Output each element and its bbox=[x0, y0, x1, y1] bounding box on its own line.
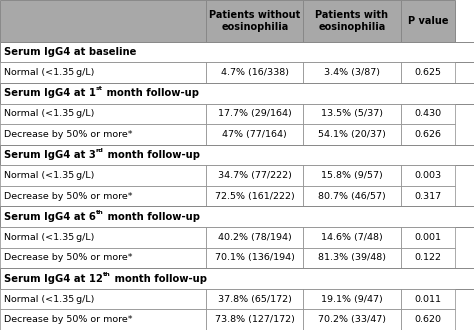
Text: th: th bbox=[103, 272, 110, 277]
Text: 47% (77/164): 47% (77/164) bbox=[222, 130, 287, 139]
Bar bbox=[206, 0, 303, 42]
Bar bbox=[0, 124, 206, 145]
Text: Serum IgG4 at 12: Serum IgG4 at 12 bbox=[4, 274, 103, 283]
Bar bbox=[303, 186, 401, 207]
Bar bbox=[0, 83, 474, 104]
Bar bbox=[401, 104, 455, 124]
Bar bbox=[303, 165, 401, 186]
Text: 4.7% (16/338): 4.7% (16/338) bbox=[221, 68, 289, 77]
Text: st: st bbox=[96, 86, 103, 91]
Text: Normal (<1.35 g/L): Normal (<1.35 g/L) bbox=[4, 295, 94, 304]
Text: Normal (<1.35 g/L): Normal (<1.35 g/L) bbox=[4, 109, 94, 118]
Text: month follow-up: month follow-up bbox=[103, 88, 199, 98]
Bar bbox=[206, 124, 303, 145]
Bar bbox=[401, 248, 455, 268]
Bar bbox=[206, 186, 303, 207]
Bar bbox=[303, 0, 401, 42]
Text: Normal (<1.35 g/L): Normal (<1.35 g/L) bbox=[4, 233, 94, 242]
Bar bbox=[401, 289, 455, 310]
Text: Normal (<1.35 g/L): Normal (<1.35 g/L) bbox=[4, 171, 94, 180]
Bar bbox=[401, 0, 455, 42]
Bar bbox=[401, 310, 455, 330]
Bar bbox=[0, 165, 206, 186]
Bar bbox=[303, 310, 401, 330]
Text: 0.003: 0.003 bbox=[414, 171, 441, 180]
Text: Decrease by 50% or more*: Decrease by 50% or more* bbox=[4, 130, 133, 139]
Text: Serum IgG4 at 3: Serum IgG4 at 3 bbox=[4, 150, 96, 160]
Text: 3.4% (3/87): 3.4% (3/87) bbox=[324, 68, 380, 77]
Bar bbox=[206, 62, 303, 83]
Bar bbox=[303, 248, 401, 268]
Text: 0.625: 0.625 bbox=[414, 68, 441, 77]
Text: 0.122: 0.122 bbox=[414, 253, 441, 262]
Text: Patients without
eosinophilia: Patients without eosinophilia bbox=[209, 10, 301, 32]
Text: Serum IgG4 at 6: Serum IgG4 at 6 bbox=[4, 212, 96, 222]
Text: 70.2% (33/47): 70.2% (33/47) bbox=[318, 315, 386, 324]
Bar bbox=[401, 186, 455, 207]
Bar bbox=[0, 268, 474, 289]
Bar bbox=[0, 227, 206, 248]
Text: 34.7% (77/222): 34.7% (77/222) bbox=[218, 171, 292, 180]
Text: th: th bbox=[96, 210, 104, 215]
Text: 37.8% (65/172): 37.8% (65/172) bbox=[218, 295, 292, 304]
Bar bbox=[206, 227, 303, 248]
Bar bbox=[0, 145, 474, 165]
Text: month follow-up: month follow-up bbox=[110, 274, 207, 283]
Bar bbox=[206, 248, 303, 268]
Text: Decrease by 50% or more*: Decrease by 50% or more* bbox=[4, 253, 133, 262]
Text: P value: P value bbox=[408, 16, 448, 26]
Text: 15.8% (9/57): 15.8% (9/57) bbox=[321, 171, 383, 180]
Bar bbox=[0, 62, 206, 83]
Text: 0.626: 0.626 bbox=[414, 130, 441, 139]
Bar bbox=[303, 227, 401, 248]
Text: Normal (<1.35 g/L): Normal (<1.35 g/L) bbox=[4, 68, 94, 77]
Bar bbox=[401, 227, 455, 248]
Bar bbox=[303, 104, 401, 124]
Bar bbox=[0, 248, 206, 268]
Bar bbox=[0, 0, 206, 42]
Text: 19.1% (9/47): 19.1% (9/47) bbox=[321, 295, 383, 304]
Bar bbox=[0, 289, 206, 310]
Bar bbox=[0, 42, 474, 62]
Bar bbox=[206, 310, 303, 330]
Text: month follow-up: month follow-up bbox=[104, 212, 200, 222]
Bar bbox=[206, 104, 303, 124]
Bar bbox=[401, 124, 455, 145]
Bar bbox=[0, 207, 474, 227]
Text: Decrease by 50% or more*: Decrease by 50% or more* bbox=[4, 315, 133, 324]
Text: 70.1% (136/194): 70.1% (136/194) bbox=[215, 253, 295, 262]
Bar bbox=[401, 62, 455, 83]
Text: 0.620: 0.620 bbox=[414, 315, 441, 324]
Bar bbox=[0, 104, 206, 124]
Text: rd: rd bbox=[96, 148, 104, 153]
Bar bbox=[206, 289, 303, 310]
Text: Serum IgG4 at baseline: Serum IgG4 at baseline bbox=[4, 47, 137, 57]
Text: 73.8% (127/172): 73.8% (127/172) bbox=[215, 315, 295, 324]
Text: 14.6% (7/48): 14.6% (7/48) bbox=[321, 233, 383, 242]
Bar bbox=[303, 62, 401, 83]
Text: 40.2% (78/194): 40.2% (78/194) bbox=[218, 233, 292, 242]
Text: 80.7% (46/57): 80.7% (46/57) bbox=[318, 192, 386, 201]
Text: Decrease by 50% or more*: Decrease by 50% or more* bbox=[4, 192, 133, 201]
Text: 17.7% (29/164): 17.7% (29/164) bbox=[218, 109, 292, 118]
Text: Serum IgG4 at 1: Serum IgG4 at 1 bbox=[4, 88, 96, 98]
Bar bbox=[206, 165, 303, 186]
Text: Patients with
eosinophilia: Patients with eosinophilia bbox=[315, 10, 389, 32]
Text: 0.317: 0.317 bbox=[414, 192, 441, 201]
Text: 72.5% (161/222): 72.5% (161/222) bbox=[215, 192, 295, 201]
Text: 81.3% (39/48): 81.3% (39/48) bbox=[318, 253, 386, 262]
Bar bbox=[303, 124, 401, 145]
Text: 54.1% (20/37): 54.1% (20/37) bbox=[318, 130, 386, 139]
Bar bbox=[401, 165, 455, 186]
Text: month follow-up: month follow-up bbox=[104, 150, 200, 160]
Text: 0.430: 0.430 bbox=[414, 109, 441, 118]
Bar bbox=[0, 186, 206, 207]
Text: 13.5% (5/37): 13.5% (5/37) bbox=[321, 109, 383, 118]
Bar bbox=[0, 310, 206, 330]
Text: 0.011: 0.011 bbox=[414, 295, 441, 304]
Text: 0.001: 0.001 bbox=[414, 233, 441, 242]
Bar bbox=[303, 289, 401, 310]
